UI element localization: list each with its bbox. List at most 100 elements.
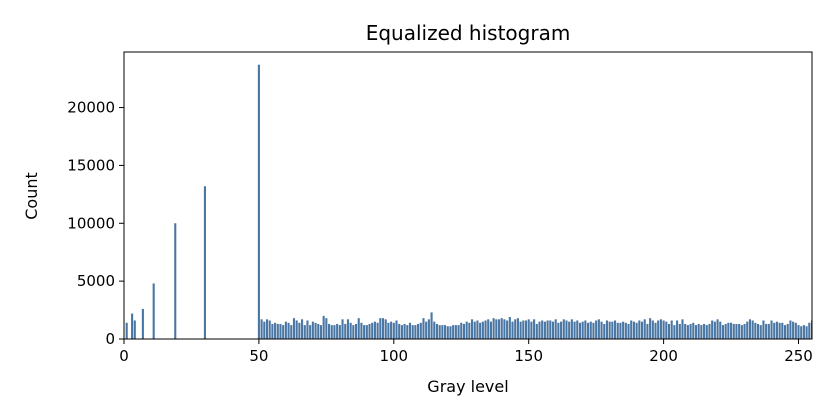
histogram-bar [808,322,811,339]
histogram-bar [265,319,269,339]
histogram-bar [500,318,503,339]
histogram-bar [694,325,698,339]
histogram-bar [330,325,333,339]
histogram-bar [133,320,136,339]
histogram-bar [465,321,468,339]
histogram-bar [473,321,476,339]
histogram-bar [743,323,746,339]
histogram-bar [805,326,808,339]
histogram-bar [810,320,812,339]
histogram-bar [530,321,533,339]
histogram-bar [792,321,795,339]
histogram-bar [576,320,579,339]
histogram-bar [727,322,730,339]
histogram-bar [292,318,296,339]
histogram-bar [371,322,374,339]
histogram-bar [141,308,144,339]
histogram-bar [643,319,646,339]
histogram-bar [125,322,128,339]
histogram-bar [511,321,514,339]
histogram-bar [403,323,406,339]
histogram-bar [624,322,627,339]
histogram-bar [665,321,668,339]
histogram-bar [686,325,689,339]
histogram-bar [692,322,695,339]
histogram-bar [457,325,460,339]
histogram-bar [460,322,463,339]
histogram-bar [400,325,403,339]
histogram-bar [678,323,681,339]
histogram-bar [514,319,517,339]
histogram-bar [554,319,557,339]
histogram-bar [640,321,644,339]
histogram-bar [619,322,622,339]
histogram-bar [630,320,633,339]
histogram-bar [546,320,549,339]
histogram-bar [352,325,355,339]
histogram-bar [470,319,474,339]
histogram-bar [354,323,358,339]
histogram-bar [565,320,568,339]
histogram-bar [756,323,760,339]
histogram-bar [527,319,530,339]
histogram-bar [298,322,301,339]
histogram-bar [778,322,781,339]
histogram-bar [676,320,679,339]
histogram-bar [759,325,762,339]
y-tick-label: 10000 [67,214,115,232]
histogram-bar [276,323,279,339]
histogram-bar [659,319,662,339]
histogram-bar [800,326,803,339]
histogram-bar [740,325,743,339]
histogram-bar [487,319,490,339]
histogram-bar [503,319,506,339]
histogram-bar [452,325,455,339]
histogram-bar [797,325,800,339]
histogram-bar [333,325,336,339]
histogram-bar [697,323,700,339]
histogram-bar [411,325,414,339]
histogram-bar [306,320,309,339]
histogram-bar [495,319,498,339]
histogram-bar [751,320,754,339]
histogram-bar [422,318,425,339]
histogram-bar [689,323,692,339]
histogram-bar [284,321,287,339]
x-axis-label: Gray level [427,377,508,396]
x-tick-label: 50 [249,347,268,365]
histogram-bar [438,325,441,339]
histogram-bar [257,64,260,340]
histogram-bar [131,313,134,339]
histogram-bar [767,323,770,339]
histogram-bar [414,325,417,339]
histogram-bar [616,322,619,339]
histogram-bar [673,325,676,339]
histogram-bar [711,320,714,339]
histogram-bar [708,323,711,339]
histogram-bar [541,320,544,339]
plot-frame [123,51,813,340]
histogram-bar [430,312,433,339]
histogram-bar [611,321,614,339]
histogram-bar [489,321,492,339]
histogram-bar [589,321,592,339]
histogram-bar [449,326,452,339]
histogram-bar [408,322,412,339]
histogram-bar [279,323,282,339]
histogram-bar [600,321,603,339]
histogram-bar [406,325,409,339]
histogram-bar [584,320,587,339]
histogram-bar [608,321,611,339]
histogram-bar [381,318,385,339]
histogram-bar [468,322,471,339]
histogram-bar [346,319,349,339]
histogram-bar [667,323,671,339]
histogram-bar [373,321,376,339]
histogram-bar [497,319,501,339]
histogram-bar [549,320,552,339]
histogram-bar [568,321,571,339]
histogram-bar [338,325,341,339]
histogram-bar [535,323,538,339]
x-tick-label: 150 [514,347,543,365]
histogram-bar [721,325,725,339]
